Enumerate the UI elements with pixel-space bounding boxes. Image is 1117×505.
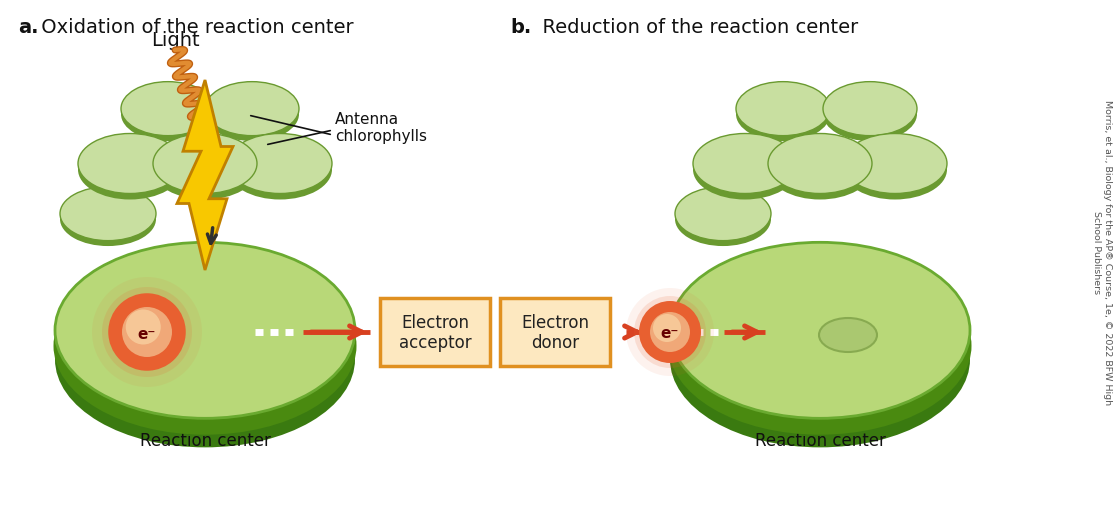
Text: Morris, et al., Biology for the AP® Course, 1e, © 2022 BFW High
School Publisher: Morris, et al., Biology for the AP® Cour… (1092, 100, 1111, 405)
Ellipse shape (55, 272, 355, 447)
Ellipse shape (650, 313, 690, 352)
Ellipse shape (653, 315, 681, 342)
Ellipse shape (54, 258, 356, 435)
Ellipse shape (843, 134, 947, 194)
Ellipse shape (228, 134, 332, 194)
Ellipse shape (819, 318, 877, 352)
Ellipse shape (122, 308, 172, 358)
Ellipse shape (675, 193, 771, 246)
Text: b.: b. (510, 18, 532, 37)
Ellipse shape (642, 305, 698, 360)
Ellipse shape (153, 134, 257, 194)
Ellipse shape (206, 88, 299, 142)
Text: Electron
acceptor: Electron acceptor (399, 313, 471, 351)
Ellipse shape (102, 287, 192, 377)
Ellipse shape (78, 134, 182, 194)
Text: Oxidation of the reaction center: Oxidation of the reaction center (35, 18, 354, 37)
Ellipse shape (112, 297, 182, 367)
Text: Electron
donor: Electron donor (521, 313, 589, 351)
Ellipse shape (736, 88, 830, 142)
Ellipse shape (668, 258, 972, 435)
Ellipse shape (206, 82, 299, 136)
Ellipse shape (78, 140, 182, 200)
Text: a.: a. (18, 18, 38, 37)
Ellipse shape (60, 193, 156, 246)
Text: e⁻: e⁻ (137, 326, 156, 341)
Ellipse shape (126, 310, 161, 345)
Ellipse shape (843, 140, 947, 200)
Ellipse shape (693, 140, 798, 200)
Text: Reaction center: Reaction center (140, 431, 270, 449)
Ellipse shape (693, 134, 798, 194)
FancyBboxPatch shape (500, 298, 610, 366)
Ellipse shape (670, 272, 970, 447)
Ellipse shape (55, 243, 355, 419)
Text: Reduction of the reaction center: Reduction of the reaction center (529, 18, 858, 37)
Ellipse shape (634, 296, 706, 368)
Ellipse shape (122, 308, 172, 358)
Ellipse shape (823, 82, 917, 136)
Ellipse shape (650, 313, 690, 352)
Ellipse shape (121, 82, 214, 136)
Ellipse shape (768, 134, 872, 194)
Text: Antenna
chlorophylls: Antenna chlorophylls (335, 112, 427, 144)
Ellipse shape (626, 288, 714, 376)
Polygon shape (176, 81, 233, 271)
Ellipse shape (670, 243, 970, 419)
Ellipse shape (92, 277, 202, 387)
Ellipse shape (768, 140, 872, 200)
Text: Light: Light (151, 31, 199, 50)
Ellipse shape (153, 140, 257, 200)
FancyBboxPatch shape (380, 298, 490, 366)
Ellipse shape (121, 88, 214, 142)
Text: e⁻: e⁻ (661, 326, 679, 341)
Ellipse shape (823, 88, 917, 142)
Text: Reaction center: Reaction center (755, 431, 886, 449)
Ellipse shape (228, 140, 332, 200)
Ellipse shape (108, 294, 185, 371)
Ellipse shape (639, 301, 701, 363)
Ellipse shape (60, 187, 156, 241)
Ellipse shape (675, 187, 771, 241)
Ellipse shape (736, 82, 830, 136)
